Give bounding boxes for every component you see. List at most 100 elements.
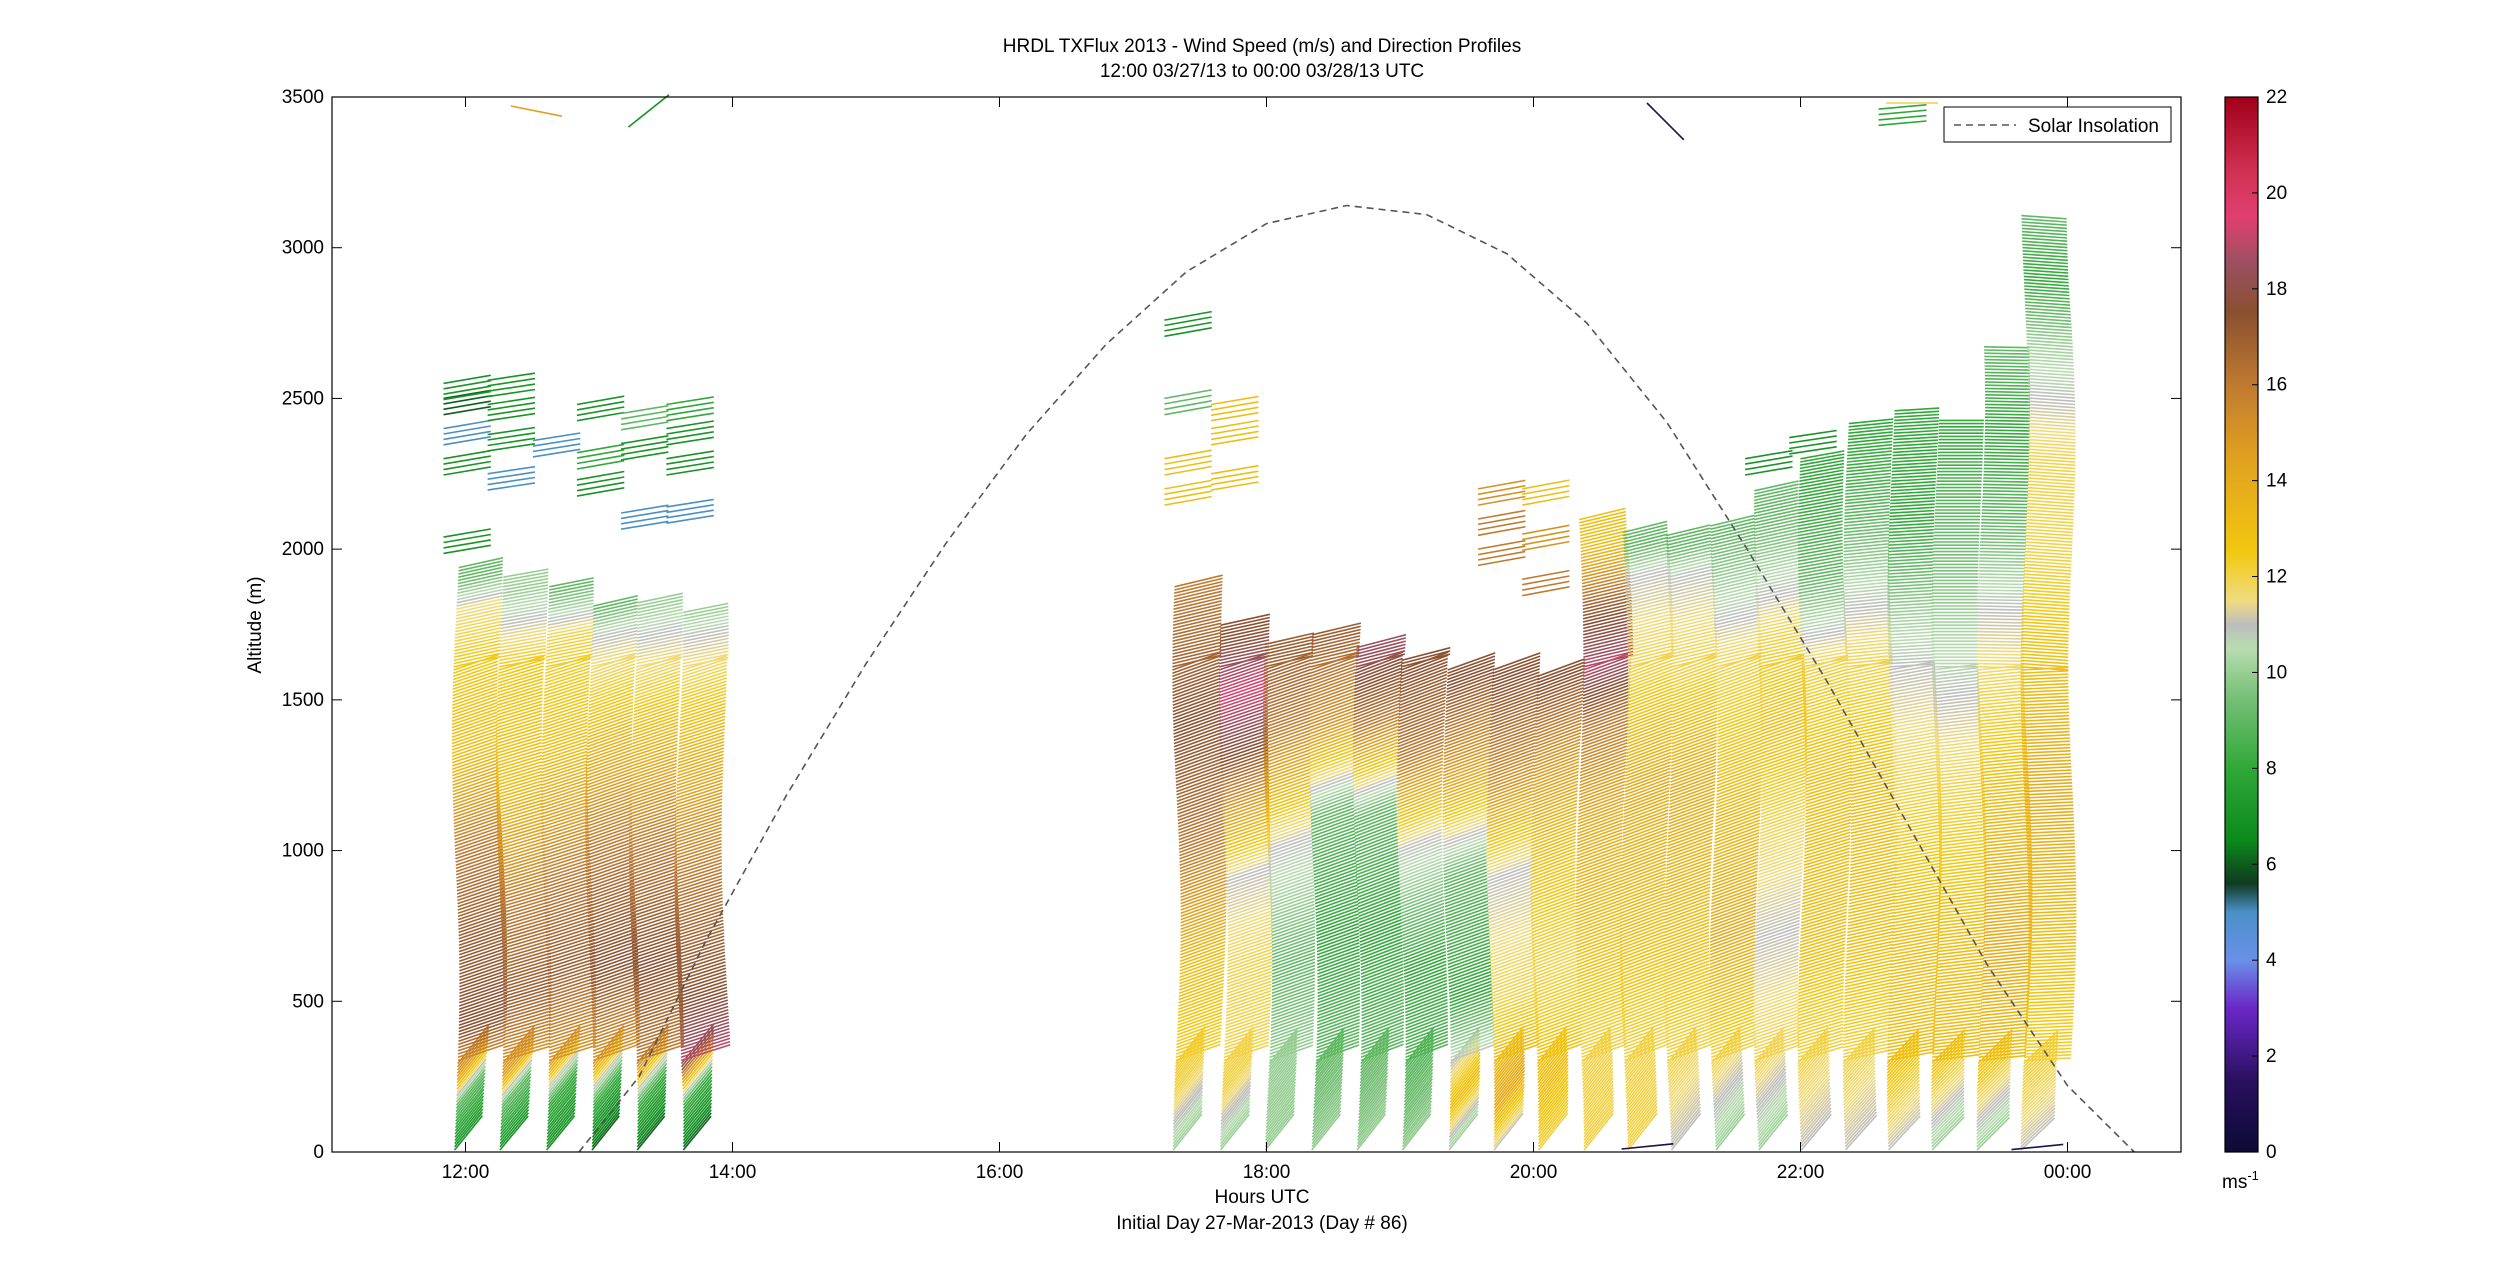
wind-barb: [1312, 833, 1356, 850]
wind-barb: [630, 899, 679, 918]
wind-barb: [548, 1009, 597, 1026]
wind-barb: [1576, 947, 1623, 966]
wind-barb: [592, 1059, 623, 1097]
wind-barb: [1493, 1033, 1540, 1052]
wind-barb: [1361, 970, 1404, 988]
wind-barb: [631, 737, 678, 754]
wind-barb: [679, 1005, 729, 1023]
wind-barb: [1173, 1071, 1204, 1109]
wind-barb: [1754, 550, 1800, 562]
wind-barb: [1397, 835, 1443, 854]
wind-barb: [1403, 957, 1447, 975]
wind-barb: [1666, 1040, 1712, 1058]
wind-barb: [1360, 966, 1404, 985]
wind-barb: [1889, 676, 1936, 687]
wind-barb: [1669, 771, 1717, 790]
wind-barb: [1174, 738, 1223, 758]
wind-barb: [1316, 938, 1360, 956]
wind-barb: [1403, 950, 1447, 969]
wind-barb: [1984, 384, 2031, 387]
wind-barb: [1449, 1077, 1481, 1116]
wind-barb: [1314, 1053, 1344, 1090]
wind-barb: [1530, 886, 1576, 905]
wind-barb: [1714, 623, 1761, 636]
wind-barb: [1486, 806, 1533, 825]
wind-barb: [1620, 854, 1667, 873]
wind-barb: [1310, 804, 1355, 822]
wind-barb: [2024, 557, 2072, 563]
wind-barb: [1579, 998, 1625, 1017]
wind-barb: [1263, 654, 1314, 668]
wind-barb: [1398, 844, 1443, 863]
wind-barb: [1580, 533, 1628, 546]
wind-barb: [1176, 1030, 1222, 1049]
wind-barb: [1354, 829, 1398, 847]
wind-barb: [1985, 397, 2031, 400]
wind-barb: [1759, 676, 1806, 694]
wind-barb: [592, 1037, 640, 1055]
wind-barb: [1669, 600, 1716, 614]
wind-barb: [496, 812, 544, 828]
wind-barb: [457, 880, 505, 898]
wind-barb: [1843, 1079, 1876, 1116]
wind-barb: [1448, 958, 1491, 975]
wind-barb: [1932, 1047, 1980, 1055]
wind-barb: [1849, 745, 1897, 758]
wind-barb: [1177, 1014, 1223, 1033]
wind-barb: [549, 577, 594, 588]
wind-barb: [1709, 973, 1755, 991]
wind-barb: [459, 982, 508, 1001]
wind-barb: [1577, 960, 1623, 978]
wind-barb: [634, 689, 680, 706]
wind-barb: [2025, 1028, 2073, 1033]
wind-barb: [1172, 674, 1221, 694]
wind-barb: [584, 803, 632, 822]
wind-barb: [1844, 504, 1890, 511]
wind-barb: [1177, 1011, 1223, 1030]
wind-barb: [676, 763, 724, 780]
wind-barb: [1710, 1017, 1756, 1036]
wind-barb: [1669, 777, 1716, 796]
wind-barb: [1580, 1018, 1626, 1036]
wind-barb: [1887, 1047, 1935, 1058]
wind-barb: [675, 795, 723, 812]
wind-barb: [2020, 1110, 2056, 1145]
wind-barb: [636, 1044, 685, 1062]
wind-barb: [1360, 950, 1404, 969]
wind-barb: [1667, 832, 1713, 850]
wind-barb: [636, 1099, 667, 1135]
wind-barb: [1663, 941, 1710, 959]
wind-barb: [1850, 841, 1898, 854]
wind-barb: [1580, 530, 1627, 543]
wind-barb: [1225, 1012, 1271, 1030]
wind-barb: [1757, 636, 1805, 649]
wind-barb: [1983, 464, 2029, 467]
wind-barb: [1624, 1040, 1669, 1058]
wind-barb: [1761, 724, 1807, 742]
wind-barb: [1312, 849, 1356, 866]
wind-barb: [1180, 873, 1227, 892]
wind-barb: [1354, 660, 1403, 681]
wind-barb: [1450, 1028, 1495, 1046]
wind-barb: [1399, 673, 1448, 694]
wind-barb: [1578, 783, 1625, 802]
wind-barb: [1579, 517, 1627, 530]
wind-barb: [1490, 693, 1539, 713]
wind-barb: [585, 749, 633, 767]
wind-barb: [637, 1079, 667, 1116]
wind-barb: [1802, 678, 1849, 694]
wind-barb: [458, 566, 503, 578]
wind-barb: [1931, 1053, 1980, 1062]
wind-barb: [1178, 828, 1226, 847]
wind-barb: [1178, 976, 1225, 994]
wind-barb: [1224, 1028, 1270, 1046]
wind-barb: [1579, 761, 1627, 780]
wind-barb: [675, 913, 724, 930]
wind-barb: [576, 449, 625, 459]
wind-barb: [1522, 524, 1570, 535]
wind-barb: [1669, 607, 1716, 620]
wind-barb: [585, 768, 632, 786]
wind-barb: [1627, 713, 1673, 732]
wind-barb: [1934, 989, 1983, 998]
wind-barb: [1400, 664, 1448, 684]
